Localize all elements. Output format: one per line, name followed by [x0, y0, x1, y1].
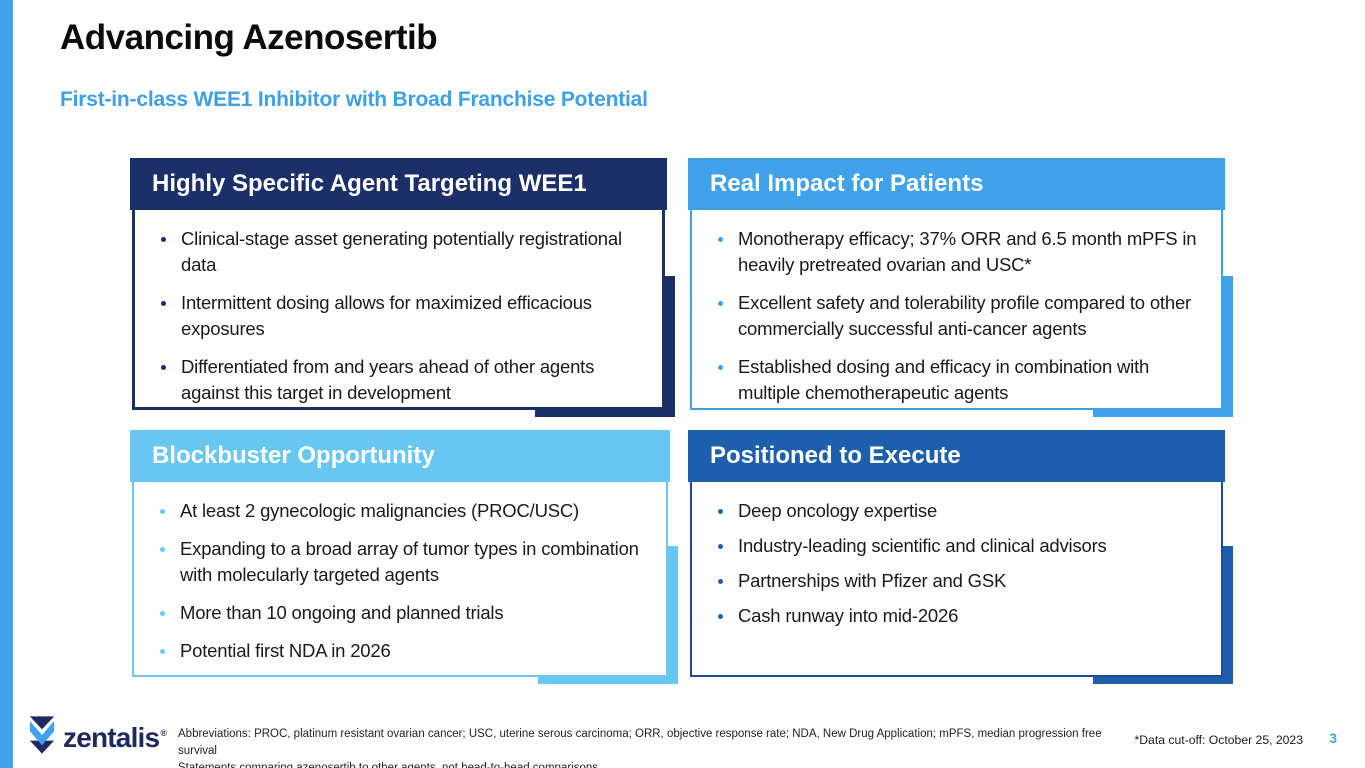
zentalis-logo-icon	[28, 716, 56, 759]
card-header: Real Impact for Patients	[688, 158, 1225, 210]
bullet-item: Potential first NDA in 2026	[140, 638, 654, 664]
bullet-item: Industry-leading scientific and clinical…	[698, 533, 1209, 559]
card-header: Blockbuster Opportunity	[130, 430, 670, 482]
left-accent-stripe	[0, 0, 13, 768]
page-subtitle: First-in-class WEE1 Inhibitor with Broad…	[60, 88, 648, 111]
bullet-item: At least 2 gynecologic malignancies (PRO…	[140, 498, 654, 524]
card-body: Monotherapy efficacy; 37% ORR and 6.5 mo…	[690, 210, 1223, 410]
card-body: Clinical-stage asset generating potentia…	[132, 210, 665, 410]
page-title: Advancing Azenosertib	[60, 18, 438, 57]
card-blockbuster-opportunity: Blockbuster Opportunity At least 2 gynec…	[130, 430, 678, 684]
bullet-item: Monotherapy efficacy; 37% ORR and 6.5 mo…	[698, 226, 1209, 278]
card-header: Highly Specific Agent Targeting WEE1	[130, 158, 667, 210]
card-real-impact-for-patients: Real Impact for Patients Monotherapy eff…	[688, 158, 1233, 417]
bullet-item: Intermittent dosing allows for maximized…	[141, 290, 650, 342]
bullet-list: Deep oncology expertise Industry-leading …	[698, 498, 1209, 629]
bullet-item: Differentiated from and years ahead of o…	[141, 354, 650, 406]
fineprint-line-1: Abbreviations: PROC, platinum resistant …	[178, 728, 1102, 757]
bullet-list: Clinical-stage asset generating potentia…	[141, 226, 650, 406]
bullet-item: Established dosing and efficacy in combi…	[698, 354, 1209, 406]
bullet-item: More than 10 ongoing and planned trials	[140, 600, 654, 626]
bullet-item: Cash runway into mid-2026	[698, 603, 1209, 629]
registered-trademark-symbol: ®	[160, 728, 167, 739]
card-body: Deep oncology expertise Industry-leading …	[690, 482, 1223, 677]
card-positioned-to-execute: Positioned to Execute Deep oncology expe…	[688, 430, 1233, 684]
card-header: Positioned to Execute	[688, 430, 1225, 482]
card-highly-specific-agent: Highly Specific Agent Targeting WEE1 Cli…	[130, 158, 676, 417]
bullet-item: Expanding to a broad array of tumor type…	[140, 536, 654, 588]
bullet-list: Monotherapy efficacy; 37% ORR and 6.5 mo…	[698, 226, 1209, 406]
abbreviations-fineprint: Abbreviations: PROC, platinum resistant …	[178, 726, 1108, 768]
zentalis-logo: zentalis®	[28, 716, 167, 759]
page-number: 3	[1329, 731, 1337, 746]
fineprint-line-2: Statements comparing azenosertib to othe…	[178, 762, 598, 768]
bullet-item: Deep oncology expertise	[698, 498, 1209, 524]
bullet-item: Excellent safety and tolerability profil…	[698, 290, 1209, 342]
bullet-item: Clinical-stage asset generating potentia…	[141, 226, 650, 278]
bullet-item: Partnerships with Pfizer and GSK	[698, 568, 1209, 594]
data-cutoff-note: *Data cut-off: October 25, 2023	[1134, 733, 1303, 747]
card-body: At least 2 gynecologic malignancies (PRO…	[132, 482, 668, 677]
bullet-list: At least 2 gynecologic malignancies (PRO…	[140, 498, 654, 664]
zentalis-logo-wordmark: zentalis®	[63, 721, 167, 753]
